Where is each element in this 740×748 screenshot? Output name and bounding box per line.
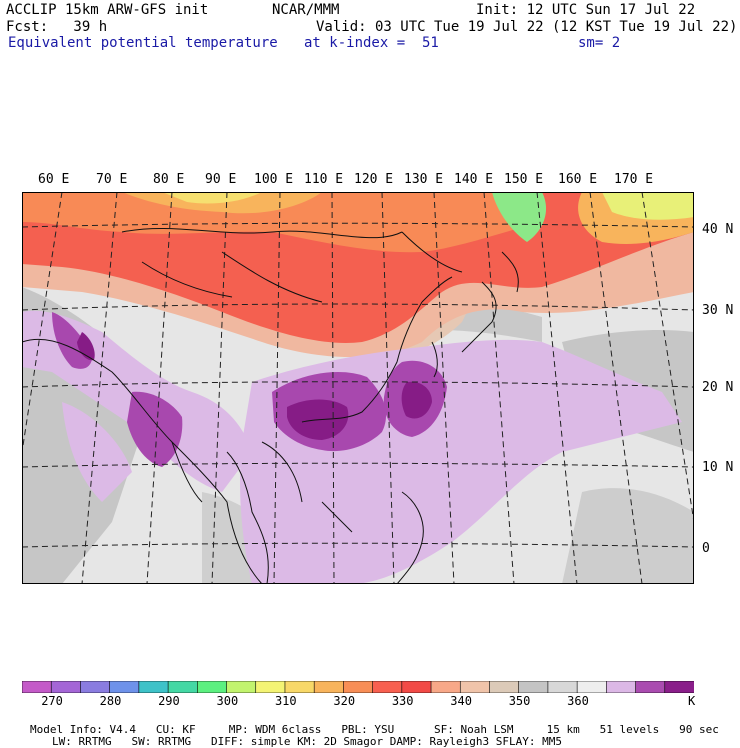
colorbar-swatch: [197, 681, 228, 693]
field-purple-370: [127, 391, 183, 467]
lon-label: 150 E: [504, 172, 544, 187]
colorbar-label: 310: [274, 694, 297, 708]
model-title: ACCLIP 15km ARW-GFS init: [6, 2, 209, 18]
lon-label: 130 E: [404, 172, 444, 187]
colorbar-swatch: [518, 681, 549, 693]
colorbar-label: 290: [158, 694, 180, 708]
lon-label: 140 E: [454, 172, 494, 187]
colorbar-swatch: [459, 681, 491, 693]
colorbar-swatch: [576, 681, 608, 693]
coastlines: [22, 228, 519, 584]
colorbar-label: 320: [333, 694, 356, 708]
colorbar-swatch: [430, 681, 462, 693]
colorbar-label: 330: [391, 694, 414, 708]
lat-label: 30 N: [702, 303, 734, 318]
diffusion-option: DIFF: simple: [210, 735, 291, 748]
surface-layer-scheme: SFLAY: MM5: [495, 735, 562, 748]
lon-label: 90 E: [205, 172, 237, 187]
lon-label: 170 E: [614, 172, 654, 187]
colorbar-swatch: [80, 681, 111, 693]
colorbar-swatch: [489, 681, 520, 693]
pbl-scheme: PBL: YSU: [341, 723, 395, 736]
init-time: Init: 12 UTC Sun 17 Jul 22: [476, 2, 696, 18]
field-yellow-310: [602, 192, 694, 220]
field-grey-350: [562, 488, 694, 584]
colorbar-label: 360: [567, 694, 589, 708]
colorbar: [22, 681, 694, 693]
shortwave-scheme: SW: RRTMG: [131, 735, 192, 748]
colorbar-swatch: [167, 681, 199, 693]
model-version: Model Info: V4.4: [30, 723, 136, 736]
resolution: 15 km: [546, 723, 580, 736]
field-purple-380: [401, 381, 432, 419]
colorbar-unit: K: [688, 694, 696, 708]
colorbar-label: 340: [450, 694, 472, 708]
colorbar-swatch: [401, 681, 432, 693]
colorbar-swatch: [284, 681, 315, 693]
colorbar-swatch: [138, 681, 169, 693]
lon-label: 70 E: [96, 172, 128, 187]
field-name: Equivalent potential temperature: [8, 35, 278, 51]
colorbar-swatch: [606, 681, 637, 693]
colorbar-swatch: [372, 681, 403, 693]
lon-label: 160 E: [558, 172, 598, 187]
colorbar-swatch: [226, 681, 257, 693]
field-orange-325: [22, 192, 542, 253]
smoothing-label: sm= 2: [578, 35, 621, 51]
field-green-300: [492, 192, 547, 242]
lat-label: 10 N: [702, 460, 734, 475]
colorbar-label: 280: [99, 694, 122, 708]
colorbar-swatch: [109, 681, 140, 693]
field-violet-365: [62, 402, 132, 502]
colorbar-swatch: [313, 681, 345, 693]
lon-label: 80 E: [153, 172, 185, 187]
field-yellow-315: [162, 192, 262, 204]
model-info-line2: LW: RRTMG SW: RRTMG DIFF: simple KM: 2D …: [52, 724, 562, 748]
model-info-line1: Model Info: V4.4 CU: KF MP: WDM 6class P…: [30, 712, 719, 736]
theta-e-map: [22, 192, 694, 584]
colorbar-swatch: [635, 681, 666, 693]
longwave-scheme: LW: RRTMG: [52, 735, 112, 748]
colorbar-swatch: [664, 681, 694, 693]
forecast-hour: Fcst: 39 h: [6, 19, 108, 35]
lon-label: 110 E: [304, 172, 344, 187]
colorbar-swatch: [22, 681, 53, 693]
colorbar-label: 270: [41, 694, 63, 708]
colorbar-label: 350: [508, 694, 531, 708]
lon-label: 120 E: [354, 172, 394, 187]
vertical-levels: 51 levels: [599, 723, 660, 736]
center-label: NCAR/MMM: [272, 2, 340, 18]
colorbar-label: 300: [216, 694, 239, 708]
colorbar-swatch: [50, 681, 82, 693]
lon-label: 100 E: [254, 172, 294, 187]
level-label: at k-index = 51: [304, 35, 439, 51]
lat-label: 20 N: [702, 380, 734, 395]
valid-time: Valid: 03 UTC Tue 19 Jul 22 (12 KST Tue …: [316, 19, 738, 35]
microphysics-scheme: MP: WDM 6class: [228, 723, 322, 736]
colorbar-swatch: [255, 681, 286, 693]
km-option: KM: 2D Smagor: [297, 735, 384, 748]
lat-label: 40 N: [702, 222, 734, 237]
cumulus-scheme: CU: KF: [155, 723, 196, 736]
timestep: 90 sec: [679, 723, 719, 736]
graticule: [22, 192, 694, 584]
colorbar-swatch: [343, 681, 374, 693]
lon-label: 60 E: [38, 172, 70, 187]
damping-option: DAMP: Rayleigh3: [389, 735, 490, 748]
lat-label: 0: [702, 541, 710, 556]
surface-scheme: SF: Noah LSM: [434, 723, 514, 736]
colorbar-swatch: [547, 681, 578, 693]
